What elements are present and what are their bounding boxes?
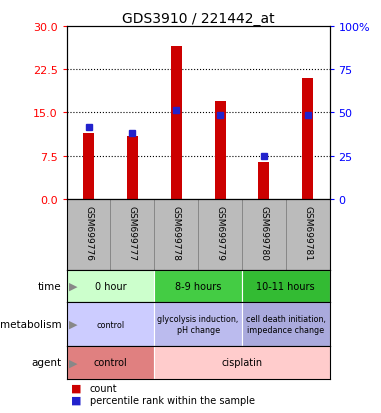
Title: GDS3910 / 221442_at: GDS3910 / 221442_at [122, 12, 274, 26]
Text: 0 hour: 0 hour [94, 281, 126, 291]
Text: agent: agent [31, 357, 61, 367]
Bar [215, 102, 226, 199]
Text: time: time [38, 281, 61, 291]
Bar [258, 162, 269, 199]
Text: 8-9 hours: 8-9 hours [175, 281, 221, 291]
Bar [67, 303, 154, 346]
Text: control: control [96, 320, 125, 329]
Text: GSM699781: GSM699781 [303, 206, 312, 261]
Bar [154, 199, 198, 270]
Bar [67, 270, 154, 303]
Bar [154, 346, 330, 379]
Bar [302, 78, 313, 199]
Text: GSM699778: GSM699778 [172, 206, 181, 261]
Text: cisplatin: cisplatin [221, 357, 263, 367]
Text: GSM699777: GSM699777 [128, 206, 137, 261]
Bar [242, 199, 286, 270]
Bar [127, 136, 138, 199]
Text: GSM699780: GSM699780 [259, 206, 268, 261]
Text: ■: ■ [70, 383, 81, 393]
Text: control: control [94, 357, 127, 367]
Text: cell death initiation,
impedance change: cell death initiation, impedance change [246, 315, 326, 334]
Bar [198, 199, 242, 270]
Text: glycolysis induction,
pH change: glycolysis induction, pH change [157, 315, 239, 334]
Text: GSM699779: GSM699779 [216, 206, 224, 261]
Bar [67, 346, 154, 379]
Bar [154, 270, 242, 303]
Text: metabolism: metabolism [0, 319, 61, 329]
Bar [171, 47, 182, 199]
Bar [83, 133, 94, 199]
Bar [110, 199, 154, 270]
Bar [154, 303, 242, 346]
Text: percentile rank within the sample: percentile rank within the sample [90, 395, 255, 405]
Text: GSM699776: GSM699776 [84, 206, 93, 261]
Text: count: count [90, 383, 117, 393]
Text: ▶: ▶ [69, 357, 78, 367]
Text: ▶: ▶ [69, 319, 78, 329]
Bar [286, 199, 330, 270]
Bar [242, 270, 330, 303]
Bar [242, 303, 330, 346]
Text: 10-11 hours: 10-11 hours [256, 281, 315, 291]
Text: ■: ■ [70, 395, 81, 405]
Bar [67, 199, 110, 270]
Text: ▶: ▶ [69, 281, 78, 291]
